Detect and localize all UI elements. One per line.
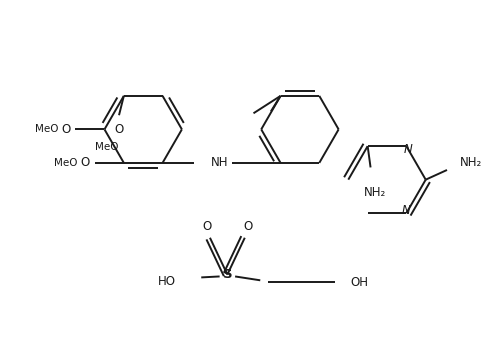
Text: HO: HO [158,275,176,288]
Text: O: O [80,157,90,169]
Text: MeO: MeO [54,158,78,168]
Text: O: O [243,220,252,233]
Text: N: N [402,204,411,217]
Text: O: O [114,123,123,136]
Text: O: O [202,220,212,233]
Text: O: O [61,123,70,136]
Text: MeO: MeO [94,142,118,152]
Text: S: S [223,268,232,281]
Text: NH₂: NH₂ [459,156,482,169]
Text: MeO: MeO [35,124,58,134]
Text: OH: OH [350,276,368,289]
Text: N: N [404,143,413,155]
Text: NH₂: NH₂ [364,186,387,199]
Text: NH: NH [211,157,228,169]
